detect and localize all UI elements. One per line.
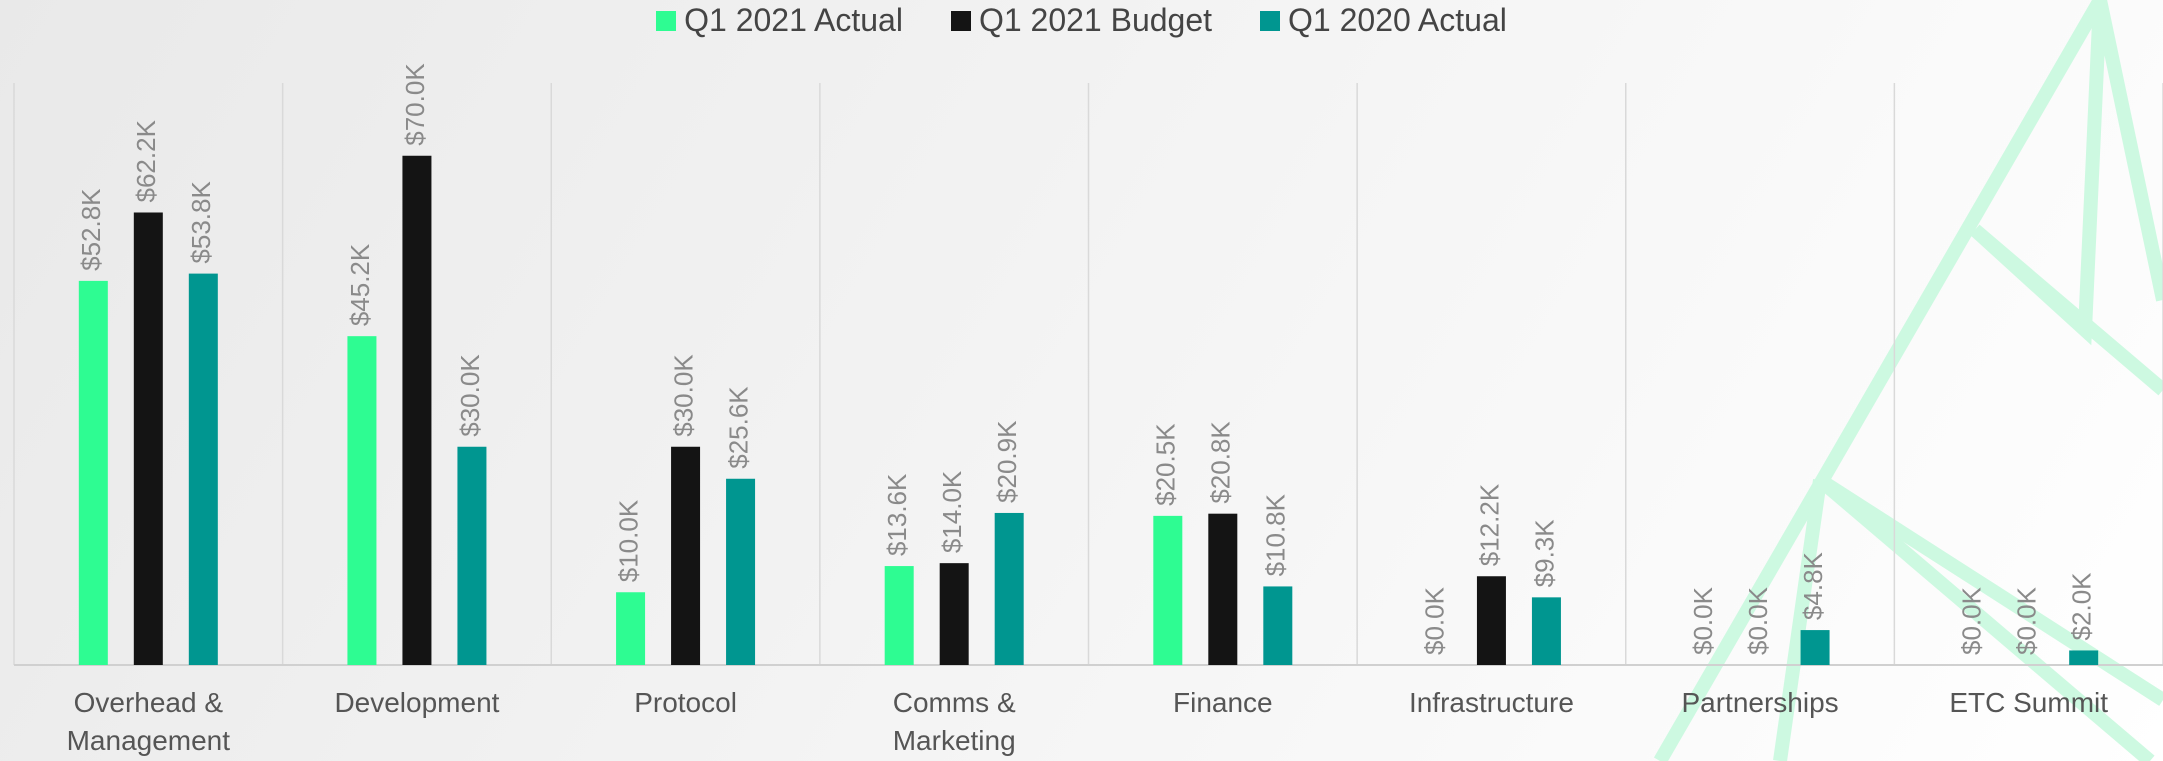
data-label: $25.6K — [723, 386, 753, 469]
data-label: $30.0K — [668, 354, 698, 437]
x-tick-label: Partnerships — [1653, 684, 1868, 722]
data-label: $45.2K — [345, 243, 375, 326]
bar — [616, 592, 645, 665]
legend-label: Q1 2021 Actual — [684, 2, 903, 39]
data-label: $13.6K — [882, 473, 912, 556]
bar — [79, 281, 108, 665]
bar — [1153, 516, 1182, 665]
data-label: $20.8K — [1206, 421, 1236, 504]
bar — [1477, 576, 1506, 665]
data-label: $0.0K — [1419, 586, 1449, 655]
bar — [1263, 586, 1292, 665]
data-label: $0.0K — [1743, 586, 1773, 655]
legend-label: Q1 2021 Budget — [979, 2, 1212, 39]
data-label: $9.3K — [1529, 519, 1559, 588]
bar — [1532, 597, 1561, 665]
bar — [1208, 514, 1237, 665]
data-label: $0.0K — [1688, 586, 1718, 655]
bar — [1801, 630, 1830, 665]
data-label: $0.0K — [2012, 586, 2042, 655]
chart: $52.8K $62.2K $53.8K $45.2K $70.0K $30.0K $10.… — [0, 0, 2163, 761]
logo-decoration — [1660, 0, 2163, 761]
data-label: $10.8K — [1261, 493, 1291, 576]
data-label: $20.9K — [992, 420, 1022, 503]
page: $52.8K $62.2K $53.8K $45.2K $70.0K $30.0K $10.… — [0, 0, 2163, 761]
bar — [347, 336, 376, 665]
bar — [402, 156, 431, 665]
bar — [189, 274, 218, 665]
legend-item: Q1 2021 Actual — [656, 2, 903, 39]
legend-item: Q1 2020 Actual — [1260, 2, 1507, 39]
data-label: $10.0K — [613, 499, 643, 582]
legend-swatch — [1260, 11, 1280, 31]
bar — [885, 566, 914, 665]
bar — [995, 513, 1024, 665]
legend-label: Q1 2020 Actual — [1288, 2, 1507, 39]
x-tick-label: Infrastructure — [1384, 684, 1599, 722]
data-label: $4.8K — [1798, 551, 1828, 620]
bar — [940, 563, 969, 665]
bar — [457, 447, 486, 665]
data-label: $62.2K — [131, 119, 161, 202]
data-label: $30.0K — [455, 354, 485, 437]
data-label: $70.0K — [400, 63, 430, 146]
data-label: $52.8K — [76, 188, 106, 271]
legend-item: Q1 2021 Budget — [951, 2, 1212, 39]
bar — [2069, 650, 2098, 665]
data-label: $2.0K — [2067, 572, 2097, 641]
x-tick-label: ETC Summit — [1921, 684, 2136, 722]
data-label: $14.0K — [937, 470, 967, 553]
x-tick-label: Protocol — [578, 684, 793, 722]
legend-swatch — [656, 11, 676, 31]
x-tick-label: Finance — [1115, 684, 1330, 722]
x-tick-label: Overhead & Management — [41, 684, 256, 760]
data-label: $53.8K — [186, 181, 216, 264]
data-label: $12.2K — [1474, 483, 1504, 566]
bar — [726, 479, 755, 665]
data-label: $0.0K — [1957, 586, 1987, 655]
bar — [671, 447, 700, 665]
legend-swatch — [951, 11, 971, 31]
data-label: $20.5K — [1151, 423, 1181, 506]
legend: Q1 2021 Actual Q1 2021 Budget Q1 2020 Actu… — [0, 2, 2163, 39]
x-tick-label: Development — [309, 684, 524, 722]
x-tick-label: Comms & Marketing — [847, 684, 1062, 760]
bar — [134, 212, 163, 665]
